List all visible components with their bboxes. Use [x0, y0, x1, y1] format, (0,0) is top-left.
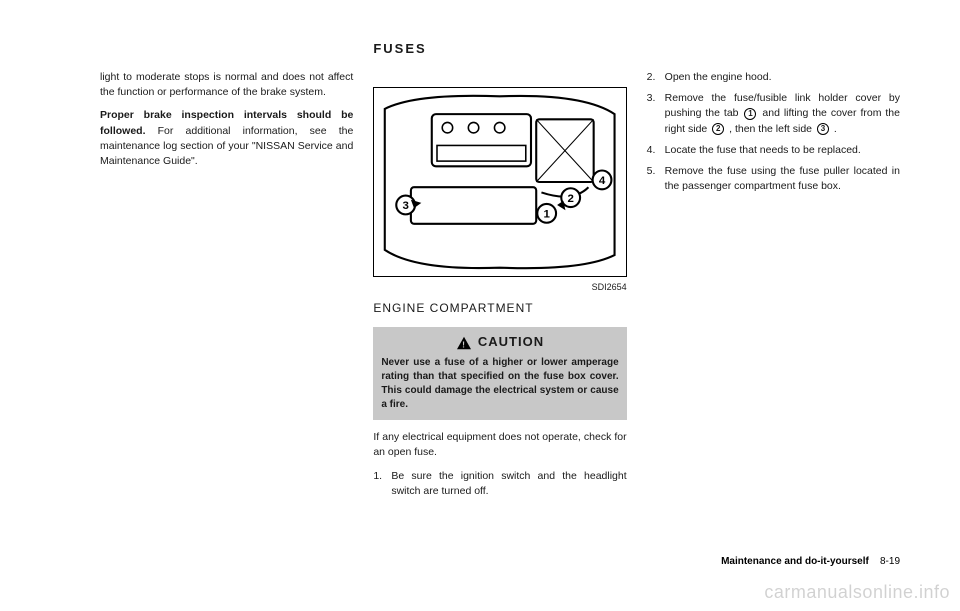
page-footer: Maintenance and do-it-yourself 8-19	[721, 556, 900, 567]
col2-paragraph-1: If any electrical equipment does not ope…	[373, 430, 626, 460]
section-title: FUSES	[373, 40, 626, 59]
steps-list-part1: 1. Be sure the ignition switch and the h…	[373, 469, 626, 499]
footer-page-number: 8-19	[880, 556, 900, 567]
step-4-number: 4.	[647, 143, 665, 158]
caution-header: ! CAUTION	[381, 333, 618, 352]
engine-diagram-figure: 1 2 3 4	[373, 87, 626, 277]
step-5-text: Remove the fuse using the fuse puller lo…	[665, 164, 900, 194]
svg-text:3: 3	[403, 200, 409, 212]
step-1: 1. Be sure the ignition switch and the h…	[373, 469, 626, 499]
col1-paragraph-2: Proper brake inspection intervals should…	[100, 108, 353, 169]
caution-box: ! CAUTION Never use a fuse of a higher o…	[373, 327, 626, 420]
svg-text:2: 2	[568, 193, 574, 205]
step-2-text: Open the engine hood.	[665, 70, 900, 85]
engine-diagram-svg: 1 2 3 4	[374, 88, 625, 276]
subsection-title: ENGINE COMPARTMENT	[373, 300, 626, 317]
step-3: 3. Remove the fuse/fusible link holder c…	[647, 91, 900, 137]
column-middle: FUSES 1 2 3	[373, 40, 626, 530]
step-2: 2. Open the engine hood.	[647, 70, 900, 85]
callout-ref-2: 2	[712, 123, 724, 135]
step-5: 5. Remove the fuse using the fuse puller…	[647, 164, 900, 194]
step-1-text: Be sure the ignition switch and the head…	[391, 469, 626, 499]
figure-code: SDI2654	[373, 281, 626, 294]
watermark: carmanualsonline.info	[764, 582, 950, 603]
step-4-text: Locate the fuse that needs to be replace…	[665, 143, 900, 158]
step-3-text: Remove the fuse/fusible link holder cove…	[665, 91, 900, 137]
caution-text: Never use a fuse of a higher or lower am…	[381, 356, 618, 412]
col1-paragraph-1: light to moderate stops is normal and do…	[100, 70, 353, 100]
step-5-number: 5.	[647, 164, 665, 194]
column-left: light to moderate stops is normal and do…	[100, 40, 353, 530]
svg-text:!: !	[462, 339, 466, 349]
step-1-number: 1.	[373, 469, 391, 499]
step-3-number: 3.	[647, 91, 665, 137]
step-4: 4. Locate the fuse that needs to be repl…	[647, 143, 900, 158]
step-2-number: 2.	[647, 70, 665, 85]
svg-text:4: 4	[599, 175, 606, 187]
callout-ref-1: 1	[744, 108, 756, 120]
caution-label: CAUTION	[478, 333, 544, 352]
footer-label: Maintenance and do-it-yourself	[721, 556, 869, 567]
warning-triangle-icon: !	[456, 336, 472, 350]
callout-ref-3: 3	[817, 123, 829, 135]
steps-list-part2: 2. Open the engine hood. 3. Remove the f…	[647, 70, 900, 195]
svg-text:1: 1	[544, 208, 551, 220]
column-right: 2. Open the engine hood. 3. Remove the f…	[647, 40, 900, 530]
